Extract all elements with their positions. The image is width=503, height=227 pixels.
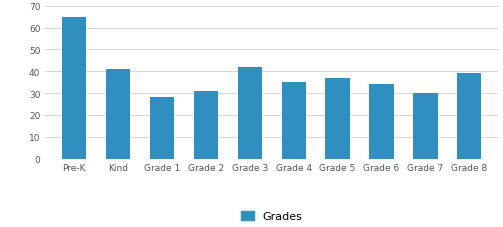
Bar bbox=[62, 18, 86, 159]
Bar bbox=[194, 91, 218, 159]
Bar bbox=[369, 85, 393, 159]
Bar bbox=[325, 79, 350, 159]
Bar bbox=[106, 70, 130, 159]
Bar bbox=[457, 74, 481, 159]
Bar bbox=[282, 83, 306, 159]
Bar bbox=[413, 94, 438, 159]
Bar bbox=[150, 98, 174, 159]
Legend: Grades: Grades bbox=[240, 211, 303, 222]
Bar bbox=[237, 68, 262, 159]
